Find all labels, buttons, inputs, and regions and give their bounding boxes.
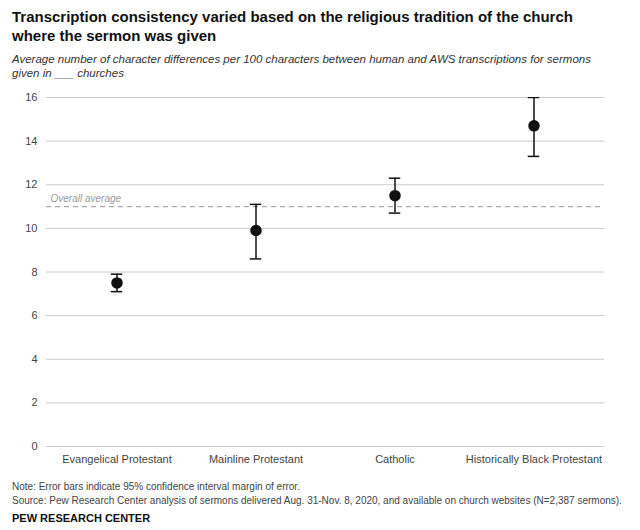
- svg-text:14: 14: [25, 135, 37, 147]
- svg-text:2: 2: [31, 397, 37, 409]
- html-text:Note: Error bars indicate 95%: Note: Error bars indicate 95% confidence…: [12, 481, 300, 493]
- svg-text:8: 8: [31, 266, 37, 278]
- svg-text:Historically Black Protestant: Historically Black Protestant: [466, 454, 602, 466]
- svg-text:Evangelical Protestant: Evangelical Protestant: [62, 454, 171, 466]
- svg-text:6: 6: [31, 310, 37, 322]
- svg-text:10: 10: [25, 222, 37, 234]
- svg-text:0: 0: [31, 440, 37, 452]
- html-text:PEW RESEARCH CENTER: PEW RESEARCH CENTER: [12, 512, 151, 525]
- svg-text:Overall average: Overall average: [51, 193, 122, 204]
- svg-text:Catholic: Catholic: [375, 454, 415, 466]
- html-text:Average number of character di: Average number of character differences …: [12, 52, 591, 80]
- svg-text:16: 16: [25, 91, 37, 103]
- svg-text:12: 12: [25, 179, 37, 191]
- svg-text:4: 4: [31, 353, 37, 365]
- html-text:Source: Pew Research Center an: Source: Pew Research Center analysis of …: [12, 494, 622, 506]
- svg-text:Mainline Protestant: Mainline Protestant: [209, 454, 303, 466]
- html-text:Transcription consistency vari: Transcription consistency varied based o…: [12, 8, 573, 44]
